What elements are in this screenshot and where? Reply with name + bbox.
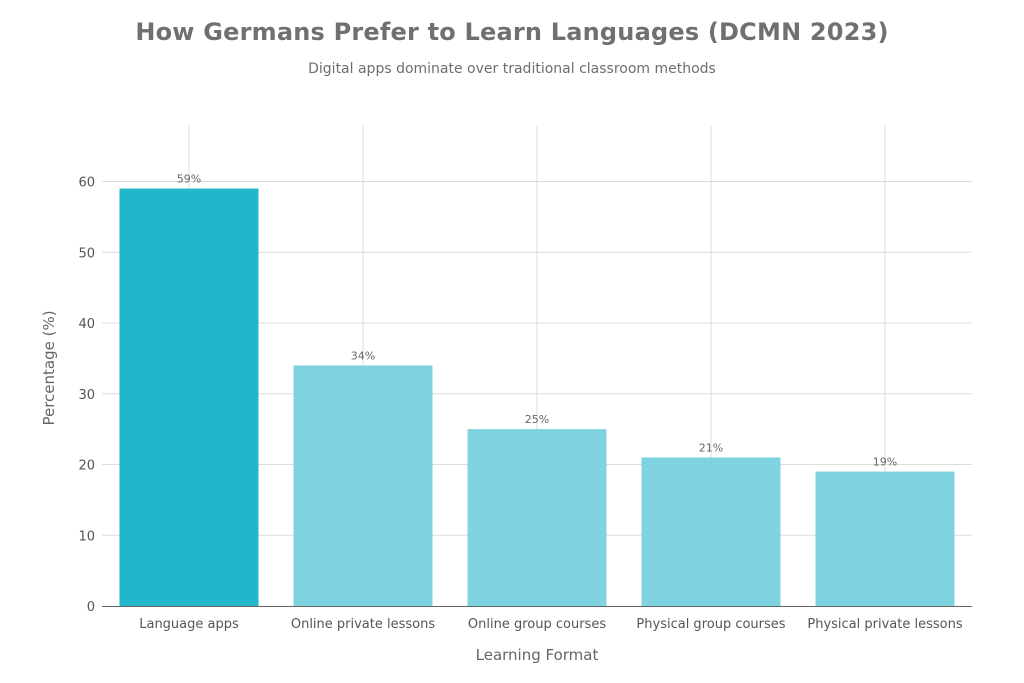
y-tick-label: 10 xyxy=(78,529,95,544)
chart-title: How Germans Prefer to Learn Languages (D… xyxy=(135,18,889,46)
data-label: 34% xyxy=(351,349,375,362)
bar-physical-group-courses xyxy=(641,457,781,606)
data-label: 21% xyxy=(699,441,723,454)
data-label: 59% xyxy=(177,173,201,186)
bars xyxy=(119,188,955,606)
data-labels: 59% 34% 25% 21% 19% xyxy=(177,173,897,469)
y-tick-label: 20 xyxy=(78,459,95,474)
data-label: 25% xyxy=(525,413,549,426)
chart-subtitle: Digital apps dominate over traditional c… xyxy=(308,61,716,77)
bar-language-apps xyxy=(119,188,259,606)
bar-physical-private-lessons xyxy=(815,471,955,606)
y-tick-label: 0 xyxy=(87,600,95,615)
y-tick-label: 40 xyxy=(78,317,95,332)
y-tick-label: 50 xyxy=(78,246,95,261)
data-label: 19% xyxy=(873,456,897,469)
x-tick-label: Online private lessons xyxy=(291,617,436,632)
bar-online-group-courses xyxy=(467,429,607,606)
y-axis-title: Percentage (%) xyxy=(40,310,58,425)
x-tick-label: Online group courses xyxy=(468,617,606,632)
x-tick-label: Physical group courses xyxy=(636,617,785,632)
x-tick-label: Physical private lessons xyxy=(807,617,962,632)
axes: 0 10 20 30 40 50 60 Language apps Online private… xyxy=(78,176,972,632)
y-tick-label: 60 xyxy=(78,176,95,191)
x-tick-label: Language apps xyxy=(139,617,239,632)
x-axis-title: Learning Format xyxy=(476,646,599,664)
y-tick-label: 30 xyxy=(78,388,95,403)
bar-online-private-lessons xyxy=(293,365,433,606)
